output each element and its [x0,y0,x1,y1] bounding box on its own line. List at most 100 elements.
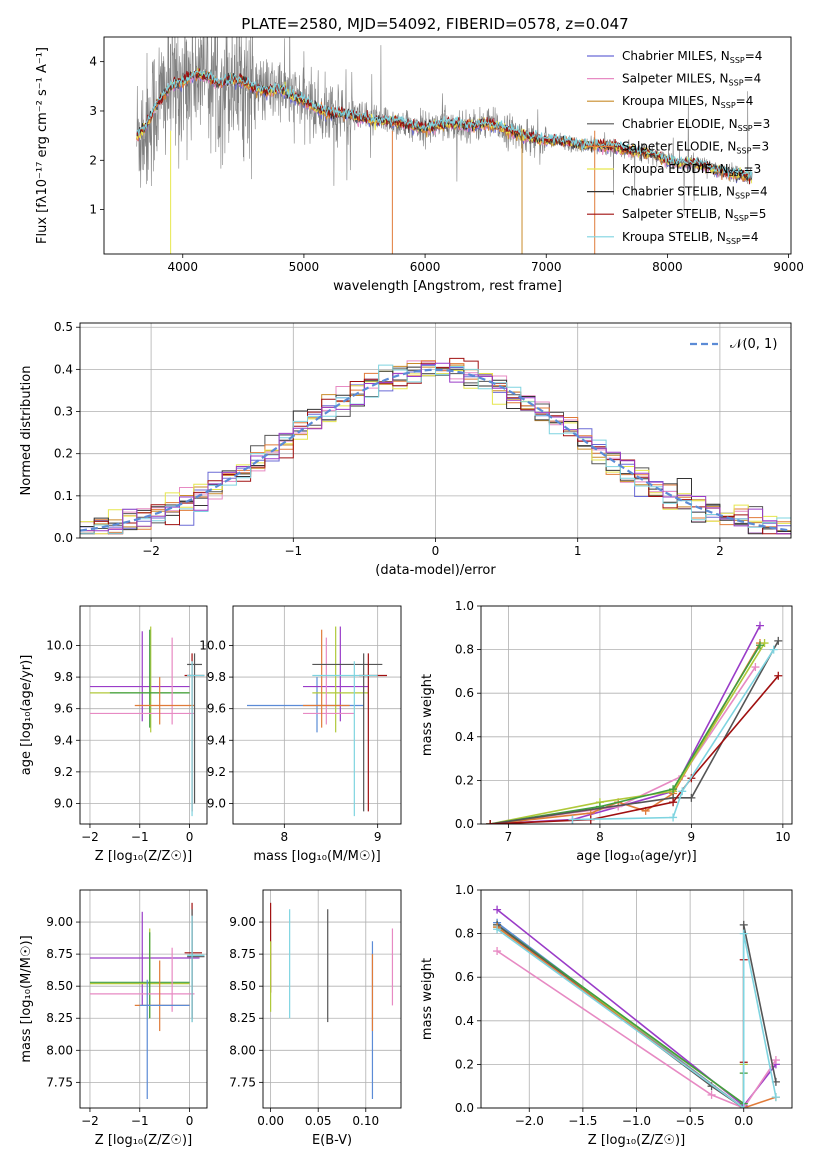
panel-mass-vs-EBV: 0.00 0.05 0.10 7.75 8.00 8.25 8.50 8.75 9.00 E(B-… [229,889,402,1148]
x-axis-label: Z [log₁₀(Z/Z☉)] [95,1133,192,1148]
y-tick-label: 0.4 [54,362,73,376]
series-marker [771,1056,780,1065]
plot-area [136,37,753,254]
y-axis-label: mass weight [420,674,435,756]
series-marker [687,793,696,802]
x-tick-label: −1 [131,1114,149,1128]
y-tick-label: 0.8 [455,927,474,941]
panel-residuals: −2 −1 0 1 2 0.0 0.1 0.2 0.3 0.4 0.5 (data-model)/er… [19,320,792,578]
series-marker [669,798,678,807]
y-tick-label: 8.75 [229,947,256,961]
series-marker [739,1104,748,1108]
y-tick-label: 0.6 [455,686,474,700]
x-tick-label: −1.5 [568,1114,597,1128]
y-tick-label: 1.0 [455,883,474,897]
axes-frame [79,322,792,539]
y-tick-label: 9.4 [54,733,73,747]
legend-label: Salpeter MILES, NSSP=4 [622,72,761,88]
y-tick-label: 1.0 [455,599,474,613]
series-line [489,640,779,824]
series-marker [595,802,604,811]
y-tick-label: 9.8 [54,670,73,684]
x-tick-label: 0 [186,830,194,844]
y-tick-label: 2 [89,153,97,167]
x-tick-label: 2 [716,544,724,558]
y-tick-label: 8.00 [229,1043,256,1057]
x-tick-label: 6000 [410,260,441,274]
y-tick-label: 8.50 [229,979,256,993]
y-tick-label: 9.8 [207,670,226,684]
x-tick-label: −1.0 [622,1114,651,1128]
plot-area [89,902,205,1100]
x-tick-label: 7 [505,830,513,844]
series-line [496,928,777,1108]
series-marker [678,787,687,796]
panel-age-vs-Z: −2 −1 0 9.0 9.2 9.4 9.6 9.8 10.0 Z [log₁₀(Z/Z☉)] a… [19,605,208,864]
x-tick-label: −2.0 [515,1114,544,1128]
series-marker [669,813,678,822]
axes-frame [79,605,208,825]
y-tick-label: 10.0 [199,638,226,652]
y-tick-label: 7.75 [46,1075,73,1089]
x-tick-label: 9000 [773,260,804,274]
x-tick-label: 9 [688,830,696,844]
y-tick-label: 9.0 [207,796,226,810]
y-tick-label: 9.00 [46,915,73,929]
y-tick-label: 0.2 [54,447,73,461]
y-tick-label: 0.5 [54,320,73,334]
y-tick-label: 9.6 [207,702,226,716]
series-marker [771,1093,780,1102]
y-tick-label: 1 [89,203,97,217]
series-marker [751,663,760,672]
figure-title: PLATE=2580, MJD=54092, FIBERID=0578, z=0… [241,15,628,33]
y-tick-label: 8.50 [46,979,73,993]
y-tick-label: 0.0 [54,531,73,545]
series-line [572,649,775,821]
series-marker [493,947,502,956]
series-marker [769,645,778,654]
y-tick-label: 0.8 [455,643,474,657]
x-tick-label: −2 [81,1114,99,1128]
x-axis-label: (data-model)/error [375,563,496,578]
series-marker [739,929,748,938]
x-axis-label: Z [log₁₀(Z/Z☉)] [95,849,192,864]
model-line [136,69,753,179]
x-tick-label: 7000 [531,260,562,274]
x-tick-label: −2 [81,830,99,844]
series-marker [568,815,577,824]
x-tick-label: 4000 [167,260,198,274]
y-tick-label: 8.25 [46,1011,73,1025]
x-axis-label: age [log₁₀(age/yr)] [576,849,697,864]
x-tick-label: 5000 [289,260,320,274]
plot-area [270,902,394,1100]
x-tick-label: 0 [186,1114,194,1128]
y-tick-label: 9.0 [54,796,73,810]
y-tick-label: 0.0 [455,1101,474,1115]
legend-label: Chabrier STELIB, NSSP=4 [622,185,768,201]
x-tick-label: 10 [775,830,790,844]
series-marker [774,671,783,680]
y-tick-label: 8.25 [229,1011,256,1025]
plot-area [493,905,780,1108]
legend-label: Salpeter STELIB, NSSP=5 [622,207,766,223]
y-tick-label: 0.2 [455,1057,474,1071]
y-axis-label: Flux [fλ10⁻¹⁷ erg cm⁻² s⁻¹ A⁻¹] [35,47,50,244]
x-tick-label: 0.05 [305,1114,332,1128]
series-line [496,950,777,1108]
y-tick-label: 3 [89,104,97,118]
legend-label: Chabrier MILES, NSSP=4 [622,49,762,65]
x-tick-label: 0 [432,544,440,558]
axes-frame [480,605,793,825]
y-tick-label: 9.4 [207,733,226,747]
series-marker [493,925,502,934]
legend-label: Kroupa ELODIE, NSSP=3 [622,162,761,178]
histogram-step [80,364,791,535]
y-tick-label: 4 [89,55,97,69]
plot-area [80,357,791,535]
panel-age-vs-mass: 8 9 9.0 9.2 9.4 9.6 9.8 10.0 mass [log₁₀(M/M☉)] [199,605,402,864]
series-marker [755,621,764,630]
panel-spectrum: 4000 5000 6000 7000 8000 9000 1 2 3 4 wavelength [… [35,36,804,294]
gaussian-curve [80,368,791,532]
axes-frame [232,605,402,825]
series-marker [493,905,502,914]
